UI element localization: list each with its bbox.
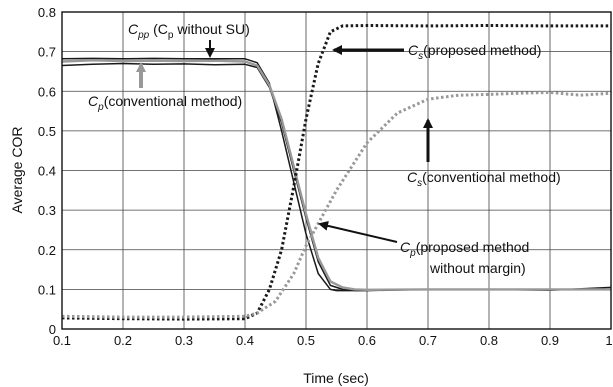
y-tick-label: 0.6 [38,84,56,99]
y-tick-label: 0.2 [38,243,56,258]
y-tick-label: 0.1 [38,282,56,297]
annotation-cp-proposed: Cp(proposed method [400,239,529,259]
annotation-cpp: Cpp (Cp without SU) [128,21,250,41]
plot-frame [61,11,612,330]
annotation-cs-conventional: Cs(conventional method) [407,169,561,189]
annotation-cs-proposed: Cs(proposed method) [408,42,541,62]
series-line-2 [61,59,611,291]
x-tick-label: 0.6 [358,333,376,348]
x-tick-label: 0.8 [480,333,498,348]
y-tick-label: 0 [49,322,56,337]
y-tick-label: 0.7 [38,45,56,60]
x-tick-label: 0.5 [297,333,315,348]
x-tick-label: 0.7 [419,333,437,348]
x-tick-label: 1 [605,333,612,348]
x-tick-label: 0.2 [114,333,132,348]
x-tick-label: 0.9 [541,333,559,348]
x-tick-label: 0.3 [175,333,193,348]
y-tick-label: 0.5 [38,124,56,139]
y-tick-label: 0.3 [38,203,56,218]
x-tick-label: 0.1 [53,333,71,348]
x-axis-label: Time (sec) [303,370,369,386]
x-tick-label: 0.4 [236,333,254,348]
tick-labels: 0.1 0.2 0.3 0.4 0.5 0.6 0.7 0.8 0.9 100.10.20.30.… [38,5,613,348]
series-group [61,24,612,321]
arrow-cp-proposed [318,220,398,243]
annotation-cp-proposed-line2: without margin) [429,260,526,276]
series-line-3 [61,24,611,321]
y-tick-label: 0.8 [38,5,56,20]
annotation-cp-conventional: Cp(conventional method) [88,93,242,113]
y-tick-label: 0.4 [38,164,56,179]
y-axis-label: Average COR [9,127,25,214]
